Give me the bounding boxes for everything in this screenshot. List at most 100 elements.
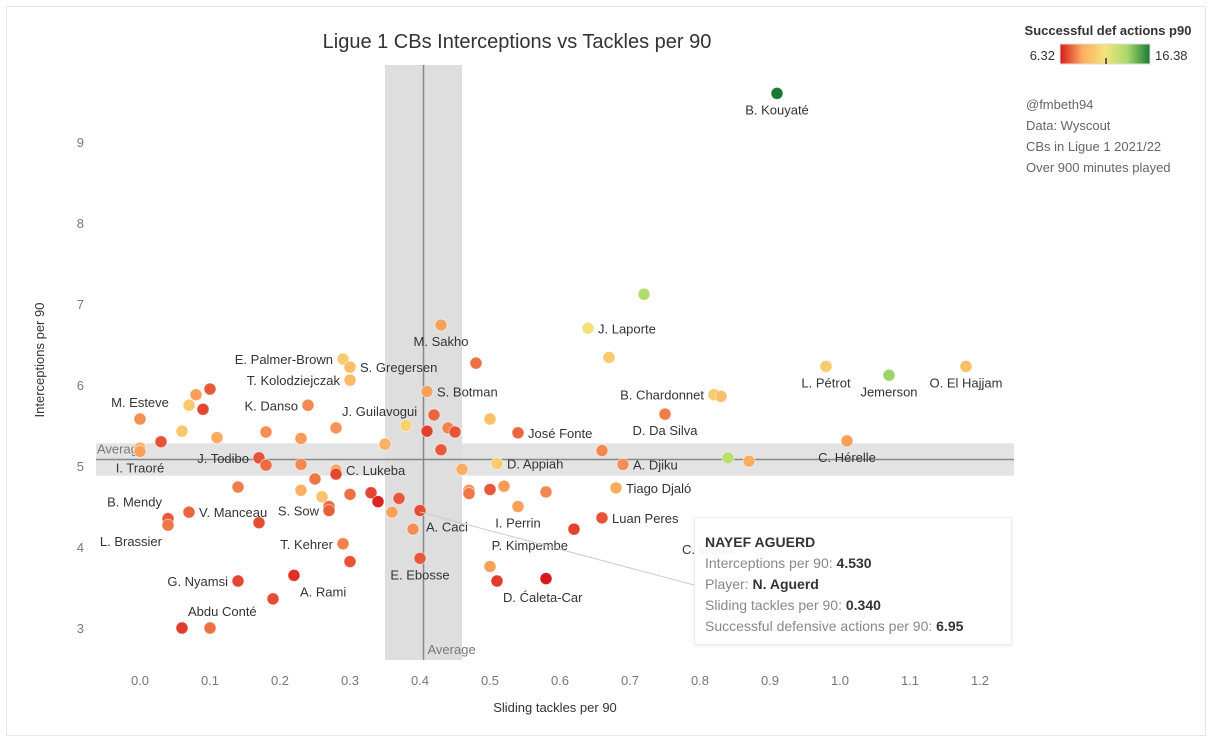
data-point[interactable]	[161, 518, 175, 532]
x-tick-label: 0.8	[691, 673, 709, 688]
data-point[interactable]	[175, 621, 189, 635]
data-point[interactable]	[462, 487, 476, 500]
data-point[interactable]	[595, 444, 609, 458]
data-point[interactable]	[301, 398, 315, 412]
data-point[interactable]	[483, 560, 497, 573]
y-average-label: Average	[97, 442, 145, 457]
data-point[interactable]	[336, 537, 350, 551]
data-point[interactable]	[343, 360, 357, 374]
chart-title: Ligue 1 CBs Interceptions vs Tackles per…	[323, 31, 712, 53]
data-point[interactable]	[490, 574, 504, 588]
data-point[interactable]	[819, 359, 833, 373]
data-point[interactable]	[266, 592, 280, 606]
data-point[interactable]	[420, 424, 434, 438]
data-point[interactable]	[742, 454, 756, 468]
data-point[interactable]	[427, 408, 441, 422]
x-tick-label: 1.0	[831, 673, 849, 688]
point-label: B. Kouyaté	[745, 102, 809, 117]
data-point[interactable]	[434, 443, 448, 457]
point-label: J. Guilavogui	[342, 404, 417, 419]
data-point[interactable]	[252, 516, 266, 530]
data-point[interactable]	[399, 419, 413, 432]
data-point[interactable]	[210, 431, 224, 445]
data-point[interactable]	[315, 490, 329, 504]
data-point[interactable]	[406, 522, 420, 536]
data-point[interactable]	[133, 412, 147, 426]
data-point[interactable]	[413, 551, 427, 565]
data-point[interactable]	[203, 382, 217, 396]
data-point[interactable]	[287, 568, 301, 582]
tooltip-row: Player: N. Aguerd	[705, 576, 819, 592]
data-point[interactable]	[259, 425, 273, 439]
point-label: J. Laporte	[598, 321, 656, 336]
data-point[interactable]	[343, 487, 357, 501]
data-point[interactable]	[294, 457, 308, 471]
data-point[interactable]	[483, 483, 497, 496]
data-point[interactable]	[294, 483, 308, 497]
data-point[interactable]	[196, 402, 210, 416]
data-point[interactable]	[385, 505, 399, 519]
point-label: Jemerson	[860, 384, 917, 399]
data-point[interactable]	[231, 574, 245, 588]
data-point[interactable]	[490, 457, 504, 470]
data-point[interactable]	[343, 373, 357, 387]
data-point[interactable]	[413, 504, 427, 517]
data-point[interactable]	[308, 472, 322, 486]
data-point[interactable]	[539, 572, 553, 585]
data-point[interactable]	[840, 434, 854, 448]
data-point[interactable]	[770, 87, 784, 100]
data-point[interactable]	[469, 356, 483, 370]
data-point[interactable]	[133, 445, 147, 458]
data-point[interactable]	[203, 621, 217, 635]
data-point[interactable]	[189, 388, 203, 402]
data-point[interactable]	[343, 555, 357, 568]
data-point[interactable]	[616, 457, 630, 471]
data-point[interactable]	[371, 495, 385, 509]
data-point[interactable]	[497, 479, 511, 493]
data-point[interactable]	[658, 407, 672, 421]
data-point[interactable]	[721, 451, 735, 465]
data-point[interactable]	[182, 398, 196, 412]
data-point[interactable]	[539, 485, 553, 499]
data-point[interactable]	[959, 359, 973, 373]
credits: @fmbeth94 Data: Wyscout CBs in Ligue 1 2…	[1026, 97, 1171, 175]
data-point[interactable]	[259, 458, 273, 472]
data-point[interactable]	[882, 368, 896, 382]
data-point[interactable]	[420, 385, 434, 398]
data-point[interactable]	[609, 481, 623, 495]
tooltip-row: Sliding tackles per 90: 0.340	[705, 597, 881, 613]
data-point[interactable]	[329, 421, 343, 435]
data-point[interactable]	[392, 491, 406, 505]
data-point[interactable]	[231, 480, 245, 494]
data-point[interactable]	[448, 425, 462, 439]
point-label: T. Kolodziejczak	[247, 373, 341, 388]
data-point[interactable]	[434, 318, 448, 332]
data-point[interactable]	[714, 389, 728, 403]
data-point[interactable]	[511, 426, 525, 440]
data-point[interactable]	[567, 522, 581, 536]
data-point[interactable]	[182, 505, 196, 519]
legend: Successful def actions p90 6.32 16.38	[1025, 23, 1192, 65]
data-point[interactable]	[294, 432, 308, 445]
legend-max: 16.38	[1155, 48, 1188, 63]
data-point[interactable]	[483, 412, 497, 426]
data-point[interactable]	[329, 467, 343, 481]
data-point[interactable]	[336, 352, 350, 366]
data-point[interactable]	[581, 321, 595, 335]
credit-handle: @fmbeth94	[1026, 97, 1093, 112]
data-point[interactable]	[455, 462, 469, 476]
tooltip-row: Interceptions per 90: 4.530	[705, 555, 872, 571]
data-point[interactable]	[511, 500, 525, 513]
data-point[interactable]	[175, 424, 189, 438]
x-tick-label: 0.4	[411, 673, 429, 688]
data-point[interactable]	[595, 511, 609, 525]
data-point[interactable]	[154, 435, 168, 449]
data-point[interactable]	[602, 351, 616, 364]
data-point[interactable]	[637, 287, 651, 301]
point-label: D. Da Silva	[632, 423, 698, 438]
data-point[interactable]	[364, 486, 378, 500]
legend-title: Successful def actions p90	[1025, 23, 1192, 38]
data-point[interactable]	[378, 437, 392, 451]
data-point[interactable]	[322, 504, 336, 517]
tooltip-row: Successful defensive actions per 90: 6.9…	[705, 618, 964, 634]
